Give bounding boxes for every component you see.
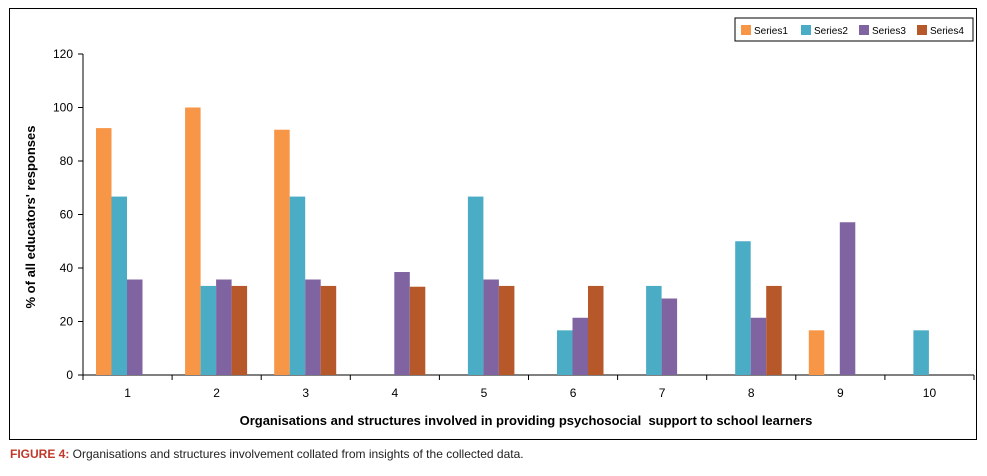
bar-series4-cat-3 <box>320 285 337 375</box>
x-tick-label: 3 <box>302 386 309 400</box>
bar-chart: Series1 Series2 Series3 Series4 0 20 40 60 80 10… <box>23 17 975 428</box>
x-tick-label: 5 <box>481 386 488 400</box>
legend-swatch-series4 <box>917 25 927 35</box>
x-tick-label: 9 <box>837 386 844 400</box>
bar-series3-cat-2 <box>216 279 232 375</box>
bars <box>96 107 929 375</box>
legend-swatch-series3 <box>859 25 869 35</box>
bar-series2-cat-5 <box>467 196 484 375</box>
bar-series1-cat-9 <box>808 330 825 375</box>
legend-swatch-series2 <box>801 25 811 35</box>
bar-series2-cat-3 <box>289 196 306 375</box>
y-tick-label: 120 <box>53 47 73 61</box>
bar-series3-cat-3 <box>305 279 321 375</box>
figure-caption: FIGURE 4: Organisations and structures i… <box>10 447 524 461</box>
bar-series3-cat-6 <box>572 317 588 375</box>
x-tick-label: 2 <box>213 386 220 400</box>
legend-label-series3: Series3 <box>872 26 906 37</box>
x-tick-label: 10 <box>923 386 937 400</box>
x-tick-label: 8 <box>748 386 755 400</box>
bar-series2-cat-10 <box>913 330 929 375</box>
bar-series4-cat-2 <box>231 285 248 375</box>
bar-series2-cat-6 <box>557 330 573 375</box>
bar-series2-cat-8 <box>735 241 751 375</box>
caption-text: Organisations and structures involvement… <box>69 447 524 461</box>
x-tick-label: 7 <box>659 386 666 400</box>
legend-label-series4: Series4 <box>930 26 964 37</box>
bar-series2-cat-2 <box>200 285 217 375</box>
y-tick-label: 40 <box>60 261 74 275</box>
bar-series3-cat-5 <box>483 279 499 375</box>
legend-box <box>734 17 974 42</box>
y-axis-title: % of all educators' responses <box>23 126 38 309</box>
bar-series3-cat-4 <box>394 272 410 375</box>
y-tick-label: 20 <box>60 315 74 329</box>
y-tick-label: 80 <box>60 154 74 168</box>
y-tick-label: 100 <box>53 101 73 115</box>
legend-label-series2: Series2 <box>814 26 848 37</box>
bar-series4-cat-5 <box>498 285 515 375</box>
y-tick-label: 60 <box>60 208 74 222</box>
bar-series4-cat-6 <box>588 285 604 375</box>
y-tick-label: 0 <box>66 368 73 382</box>
x-axis-title: Organisations and structures involved in… <box>240 413 813 428</box>
bar-series2-cat-1 <box>111 196 127 375</box>
bar-series1-cat-3 <box>274 129 290 375</box>
legend-label-series1: Series1 <box>754 26 788 37</box>
bar-series3-cat-7 <box>661 298 678 375</box>
x-tick-label: 6 <box>570 386 577 400</box>
x-tick-label: 4 <box>392 386 399 400</box>
legend: Series1 Series2 Series3 Series4 <box>734 17 974 42</box>
bar-series4-cat-4 <box>409 286 426 375</box>
bar-series3-cat-8 <box>750 317 767 375</box>
legend-swatch-series1 <box>741 25 751 35</box>
bar-series2-cat-7 <box>646 285 662 375</box>
caption-label: FIGURE 4: <box>10 447 70 461</box>
bar-series1-cat-1 <box>96 128 112 375</box>
bar-series3-cat-1 <box>127 279 143 375</box>
bar-series1-cat-2 <box>185 107 201 375</box>
tick-labels: 0 20 40 60 80 100 120 1 2 3 4 5 6 7 8 9 10 <box>53 47 936 400</box>
bar-series4-cat-8 <box>766 285 782 375</box>
bar-series3-cat-9 <box>839 222 856 375</box>
x-tick-label: 1 <box>124 386 131 400</box>
